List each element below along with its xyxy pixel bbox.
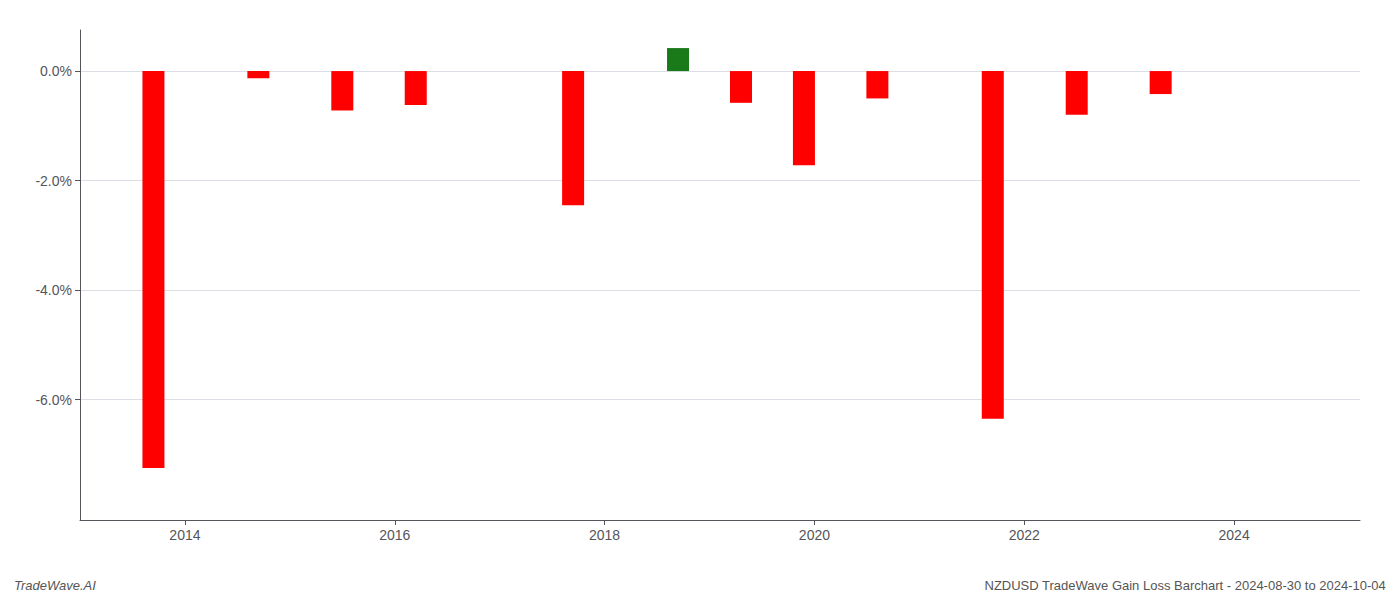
svg-text:2014: 2014 [169, 527, 200, 543]
svg-text:2024: 2024 [1219, 527, 1250, 543]
svg-text:2022: 2022 [1009, 527, 1040, 543]
svg-text:NZDUSD TradeWave Gain Loss Bar: NZDUSD TradeWave Gain Loss Barchart - 20… [984, 578, 1385, 593]
svg-text:2018: 2018 [589, 527, 620, 543]
svg-text:2016: 2016 [379, 527, 410, 543]
svg-text:-4.0%: -4.0% [35, 282, 72, 298]
svg-text:0.0%: 0.0% [40, 63, 72, 79]
svg-text:-6.0%: -6.0% [35, 392, 72, 408]
svg-text:TradeWave.AI: TradeWave.AI [14, 578, 96, 593]
svg-text:2020: 2020 [799, 527, 830, 543]
svg-text:-2.0%: -2.0% [35, 173, 72, 189]
